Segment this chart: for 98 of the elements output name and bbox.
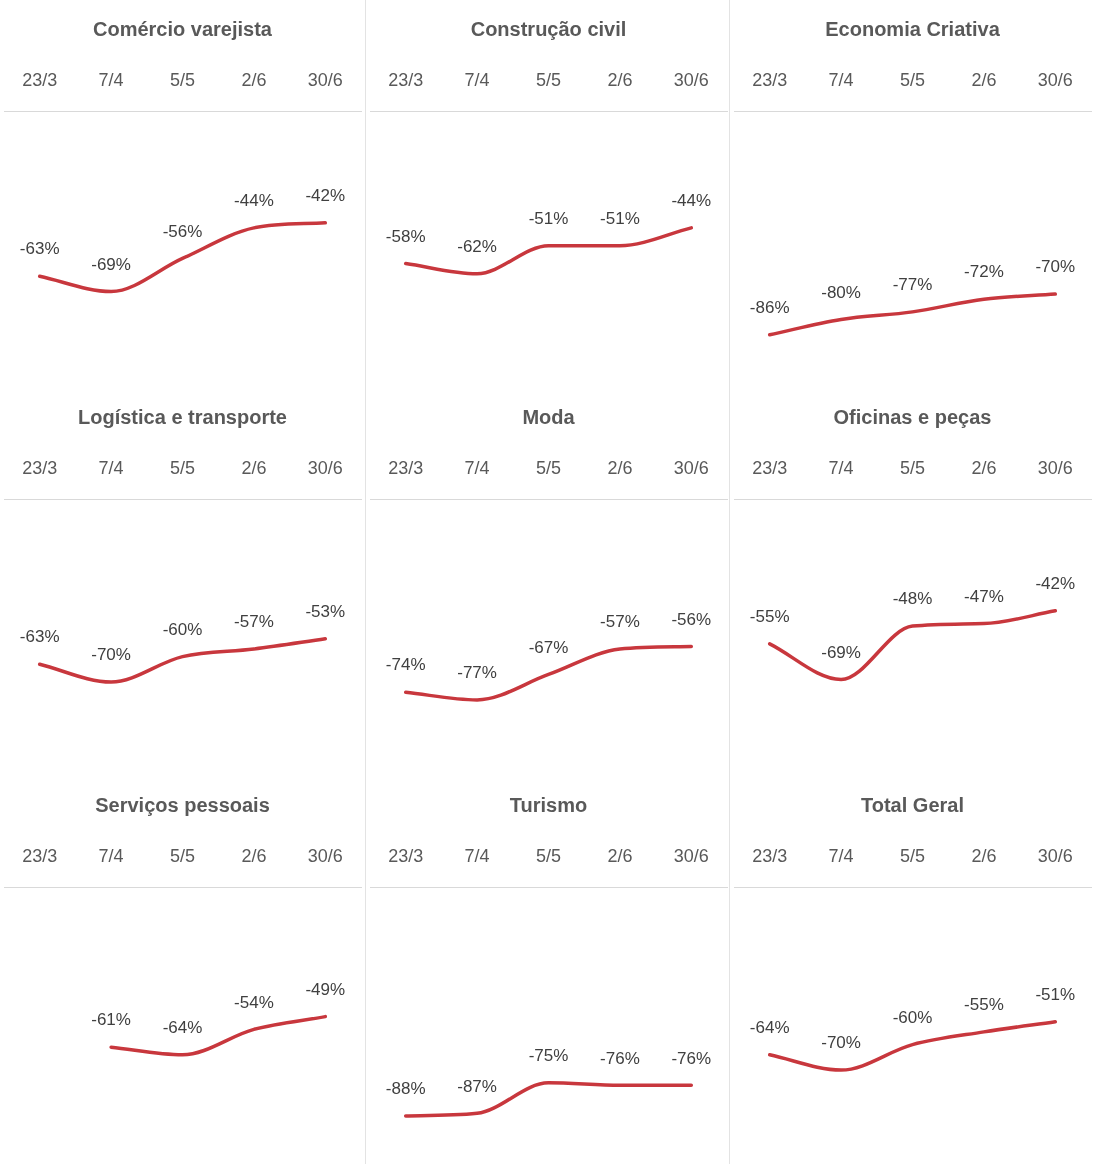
data-label: -64% — [749, 1017, 790, 1037]
chart-title: Turismo — [509, 793, 588, 816]
x-tick-label: 2/6 — [971, 845, 997, 866]
data-label: -77% — [457, 663, 497, 683]
chart-title: Logística e transporte — [78, 405, 287, 428]
x-tick-label: 23/3 — [22, 457, 58, 478]
x-tick-label: 2/6 — [241, 845, 267, 866]
data-label: -86% — [749, 297, 790, 317]
x-tick-label: 7/4 — [828, 69, 854, 90]
x-tick-label: 2/6 — [607, 457, 633, 478]
x-tick-label: 23/3 — [22, 845, 58, 866]
x-tick-label: 5/5 — [169, 845, 196, 866]
x-tick-label: 30/6 — [307, 457, 343, 478]
data-label: -56% — [162, 221, 203, 241]
data-label: -69% — [821, 642, 861, 662]
data-label: -47% — [964, 586, 1004, 606]
chart-title: Construção civil — [470, 17, 627, 40]
data-label: -76% — [671, 1048, 712, 1068]
x-tick-label: 30/6 — [307, 845, 343, 866]
data-label: -70% — [821, 1033, 861, 1053]
data-label: -57% — [234, 612, 274, 632]
data-label: -53% — [305, 602, 346, 621]
data-label: -51% — [1035, 984, 1076, 1004]
x-tick-label: 5/5 — [899, 69, 926, 90]
x-tick-label: 23/3 — [752, 457, 788, 478]
data-label: -62% — [457, 236, 497, 256]
x-tick-label: 5/5 — [535, 845, 562, 866]
x-tick-label: 7/4 — [828, 845, 854, 866]
data-label: -51% — [528, 208, 569, 228]
x-tick-label: 5/5 — [899, 845, 926, 866]
data-label: -70% — [91, 645, 131, 665]
x-tick-label: 7/4 — [98, 457, 124, 478]
data-label: -75% — [528, 1045, 569, 1065]
x-tick-label: 30/6 — [673, 845, 709, 866]
x-tick-label: 5/5 — [899, 457, 926, 478]
x-tick-label: 30/6 — [1037, 845, 1073, 866]
data-label: -72% — [964, 262, 1004, 282]
data-label: -55% — [964, 995, 1004, 1015]
data-label: -49% — [305, 979, 346, 999]
x-tick-label: 23/3 — [752, 69, 788, 90]
data-label: -57% — [600, 612, 640, 632]
data-label: -48% — [892, 589, 933, 609]
data-label: -51% — [600, 208, 640, 228]
x-tick-label: 30/6 — [1037, 457, 1073, 478]
data-label: -42% — [305, 186, 346, 205]
x-tick-label: 2/6 — [241, 69, 267, 90]
x-tick-label: 5/5 — [535, 457, 562, 478]
x-tick-label: 23/3 — [22, 69, 58, 90]
x-tick-label: 23/3 — [388, 845, 424, 866]
data-label: -88% — [385, 1079, 426, 1099]
data-label: -60% — [162, 619, 203, 639]
x-tick-label: 2/6 — [971, 69, 997, 90]
x-tick-label: 7/4 — [464, 457, 490, 478]
x-tick-label: 30/6 — [1037, 69, 1073, 90]
chart-title: Comércio varejista — [93, 17, 273, 40]
x-tick-label: 23/3 — [388, 69, 424, 90]
data-label: -61% — [91, 1010, 131, 1030]
chart-title: Oficinas e peças — [833, 405, 992, 428]
x-tick-label: 7/4 — [828, 457, 854, 478]
data-label: -70% — [1035, 257, 1076, 277]
x-tick-label: 2/6 — [241, 457, 267, 478]
chart-title: Serviços pessoais — [95, 793, 270, 816]
data-label: -76% — [600, 1048, 640, 1068]
data-label: -44% — [234, 191, 274, 211]
data-label: -63% — [19, 239, 60, 259]
x-tick-label: 7/4 — [98, 69, 124, 90]
x-tick-label: 2/6 — [607, 69, 633, 90]
chart-title: Moda — [522, 405, 576, 428]
data-label: -87% — [457, 1076, 497, 1096]
x-tick-label: 23/3 — [752, 845, 788, 866]
data-label: -60% — [892, 1007, 933, 1027]
data-label: -42% — [1035, 574, 1076, 593]
x-tick-label: 30/6 — [307, 69, 343, 90]
x-tick-label: 30/6 — [673, 69, 709, 90]
x-tick-label: 2/6 — [971, 457, 997, 478]
chart-title: Economia Criativa — [825, 17, 1001, 40]
x-tick-label: 7/4 — [98, 845, 124, 866]
x-tick-label: 5/5 — [169, 457, 196, 478]
data-label: -54% — [234, 992, 274, 1012]
x-tick-label: 5/5 — [169, 69, 196, 90]
data-label: -56% — [671, 609, 712, 629]
data-label: -69% — [91, 254, 131, 274]
chart-title: Total Geral — [861, 793, 964, 816]
data-label: -64% — [162, 1017, 203, 1037]
x-tick-label: 30/6 — [673, 457, 709, 478]
x-tick-label: 7/4 — [464, 845, 490, 866]
data-label: -77% — [892, 275, 933, 295]
x-tick-label: 23/3 — [388, 457, 424, 478]
data-label: -67% — [528, 637, 569, 657]
data-label: -58% — [385, 226, 426, 246]
x-tick-label: 2/6 — [607, 845, 633, 866]
data-label: -74% — [385, 655, 426, 675]
x-tick-label: 5/5 — [535, 69, 562, 90]
x-tick-label: 7/4 — [464, 69, 490, 90]
data-label: -80% — [821, 282, 861, 302]
data-label: -44% — [671, 191, 712, 211]
data-label: -55% — [749, 607, 790, 627]
data-label: -63% — [19, 627, 60, 647]
